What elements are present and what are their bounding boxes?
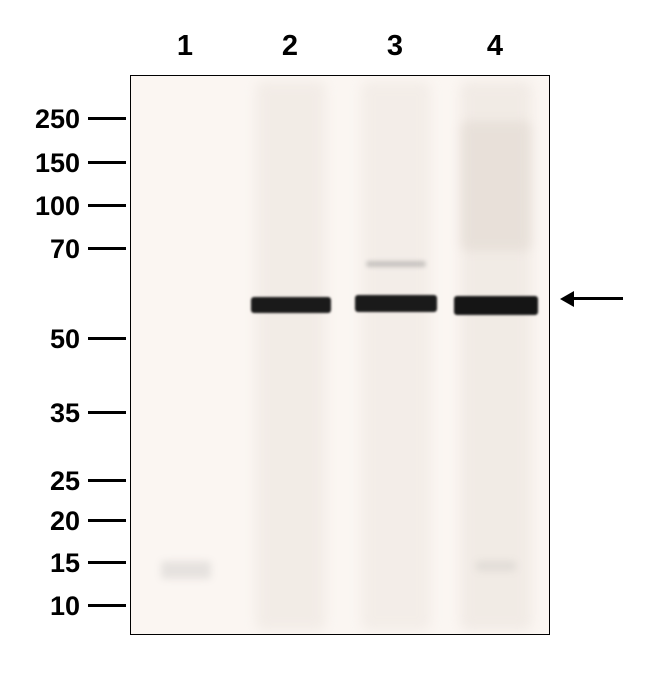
- mw-label-50: 50: [10, 324, 80, 355]
- mw-tick-70: [88, 247, 126, 250]
- mw-label-20: 20: [10, 506, 80, 537]
- mw-tick-25: [88, 479, 126, 482]
- mw-label-10: 10: [10, 591, 80, 622]
- mw-label-250: 250: [10, 104, 80, 135]
- band-lane4-main: [454, 296, 538, 315]
- band-lane1-faint-low: [161, 561, 211, 579]
- lane-label-3: 3: [380, 30, 410, 63]
- lane-smudge: [361, 81, 431, 631]
- lane-smudge: [256, 81, 326, 631]
- band-lane2-main: [251, 297, 331, 313]
- mw-label-150: 150: [10, 148, 80, 179]
- mw-tick-100: [88, 204, 126, 207]
- arrow-shaft: [573, 297, 623, 300]
- lane-smudge: [460, 121, 532, 251]
- mw-label-25: 25: [10, 466, 80, 497]
- band-lane3-faint: [366, 261, 426, 267]
- lane-label-1: 1: [170, 30, 200, 63]
- mw-label-100: 100: [10, 191, 80, 222]
- mw-tick-250: [88, 117, 126, 120]
- band-lane3-main: [355, 295, 437, 312]
- mw-tick-150: [88, 161, 126, 164]
- mw-tick-35: [88, 411, 126, 414]
- mw-label-15: 15: [10, 548, 80, 579]
- mw-label-70: 70: [10, 234, 80, 265]
- arrow-head-icon: [560, 291, 574, 307]
- target-band-arrow: [560, 290, 625, 308]
- mw-tick-15: [88, 561, 126, 564]
- mw-tick-20: [88, 519, 126, 522]
- mw-tick-50: [88, 337, 126, 340]
- western-blot-figure: 1 2 3 4 250 150 100 70 50 35 25 20 15 10: [0, 0, 650, 679]
- blot-membrane: [130, 75, 550, 635]
- lane-label-2: 2: [275, 30, 305, 63]
- lane-label-4: 4: [480, 30, 510, 63]
- mw-label-35: 35: [10, 398, 80, 429]
- band-lane4-faint-low: [476, 561, 516, 571]
- mw-tick-10: [88, 604, 126, 607]
